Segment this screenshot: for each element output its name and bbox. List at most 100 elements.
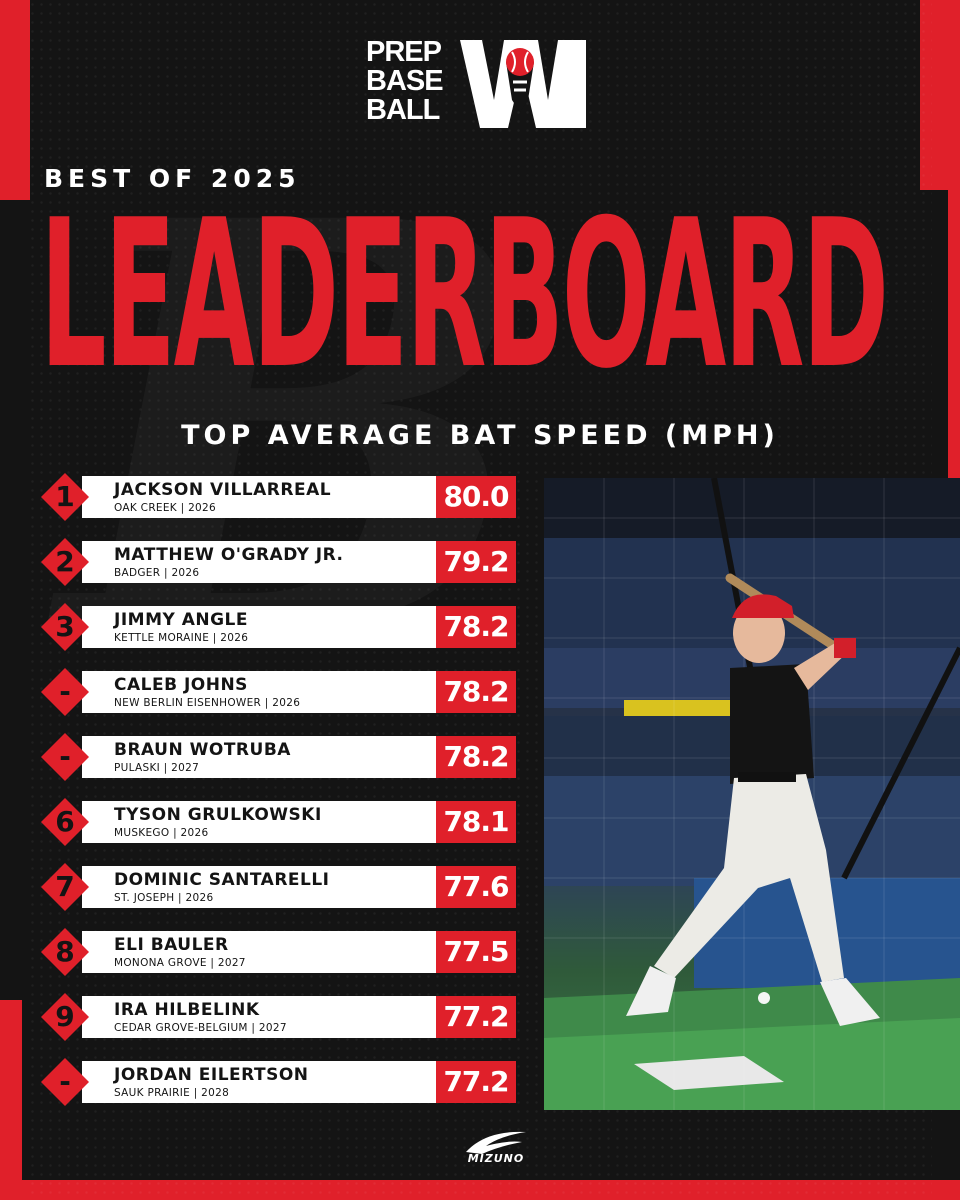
- rank-badge: -: [40, 732, 90, 782]
- player-card: CALEB JOHNS NEW BERLIN EISENHOWER | 2026: [82, 671, 472, 713]
- rank-badge: 2: [40, 537, 90, 587]
- speed-cell: 78.2: [436, 606, 516, 648]
- rank-badge: 8: [40, 927, 90, 977]
- player-card: MATTHEW O'GRADY JR. BADGER | 2026: [82, 541, 472, 583]
- rank-number: 2: [55, 545, 75, 578]
- player-name: BRAUN WOTRUBA: [114, 740, 291, 760]
- frame-bottom: [0, 1180, 960, 1200]
- rank-badge: 6: [40, 797, 90, 847]
- logo-wordmark: PREP BASE BALL: [366, 38, 456, 125]
- rank-badge: 9: [40, 992, 90, 1042]
- rank-number: 9: [55, 1000, 75, 1033]
- logo-line-prep: PREP: [366, 36, 442, 68]
- rank-number: 1: [55, 480, 75, 513]
- rank-badge: 1: [40, 472, 90, 522]
- frame-left-top: [0, 0, 30, 200]
- player-school-year: CEDAR GROVE-BELGIUM | 2027: [114, 1022, 287, 1034]
- diamond-icon: [41, 993, 89, 1041]
- player-card: DOMINIC SANTARELLI ST. JOSEPH | 2026: [82, 866, 472, 908]
- bat-speed-value: 77.2: [443, 1065, 509, 1098]
- player-school-year: BADGER | 2026: [114, 567, 200, 579]
- speed-cell: 77.2: [436, 1061, 516, 1103]
- diamond-icon: [41, 733, 89, 781]
- player-batting-photo: [544, 478, 960, 1110]
- mizuno-logo: MIZUNO: [456, 1128, 536, 1168]
- bat-speed-value: 78.2: [443, 610, 509, 643]
- subtitle: BEST OF 2025: [44, 164, 301, 193]
- diamond-icon: [41, 798, 89, 846]
- diamond-icon: [41, 928, 89, 976]
- player-card: JACKSON VILLARREAL OAK CREEK | 2026: [82, 476, 472, 518]
- bat-speed-value: 80.0: [443, 480, 509, 513]
- player-card: IRA HILBELINK CEDAR GROVE-BELGIUM | 2027: [82, 996, 472, 1038]
- rank-badge: -: [40, 667, 90, 717]
- leaderboard-row: DOMINIC SANTARELLI ST. JOSEPH | 2026 7 7…: [40, 862, 520, 912]
- player-school-year: PULASKI | 2027: [114, 762, 200, 774]
- player-name: JORDAN EILERTSON: [114, 1065, 309, 1085]
- player-card: JIMMY ANGLE KETTLE MORAINE | 2026: [82, 606, 472, 648]
- leaderboard-row: IRA HILBELINK CEDAR GROVE-BELGIUM | 2027…: [40, 992, 520, 1042]
- leaderboard-row: CALEB JOHNS NEW BERLIN EISENHOWER | 2026…: [40, 667, 520, 717]
- bat-speed-value: 78.1: [443, 805, 509, 838]
- player-school-year: MUSKEGO | 2026: [114, 827, 209, 839]
- speed-cell: 80.0: [436, 476, 516, 518]
- bat-speed-value: 79.2: [443, 545, 509, 578]
- player-name: CALEB JOHNS: [114, 675, 248, 695]
- diamond-icon: [41, 538, 89, 586]
- rank-number: 8: [55, 935, 75, 968]
- player-school-year: KETTLE MORAINE | 2026: [114, 632, 249, 644]
- leaderboard-row: MATTHEW O'GRADY JR. BADGER | 2026 2 79.2: [40, 537, 520, 587]
- player-school-year: NEW BERLIN EISENHOWER | 2026: [114, 697, 301, 709]
- diamond-icon: [41, 473, 89, 521]
- player-school-year: OAK CREEK | 2026: [114, 502, 217, 514]
- speed-cell: 78.2: [436, 671, 516, 713]
- diamond-icon: [41, 603, 89, 651]
- rank-badge: 3: [40, 602, 90, 652]
- logo-line-base: BASE: [366, 65, 444, 97]
- sponsor-name: MIZUNO: [467, 1152, 525, 1165]
- diamond-icon: [41, 668, 89, 716]
- player-school-year: MONONA GROVE | 2027: [114, 957, 246, 969]
- speed-cell: 77.5: [436, 931, 516, 973]
- frame-left-bottom: [0, 1000, 22, 1200]
- player-name: TYSON GRULKOWSKI: [114, 805, 322, 825]
- player-card: ELI BAULER MONONA GROVE | 2027: [82, 931, 472, 973]
- rank-number: -: [59, 1065, 71, 1098]
- page-title: LEADERBOARD: [40, 177, 889, 414]
- rank-number: -: [59, 740, 71, 773]
- logo-line-ball: BALL: [366, 94, 440, 126]
- player-name: ELI BAULER: [114, 935, 229, 955]
- rank-badge: 7: [40, 862, 90, 912]
- leaderboard-row: BRAUN WOTRUBA PULASKI | 2027 - 78.2: [40, 732, 520, 782]
- mizuno-runbird-icon: [466, 1131, 526, 1154]
- leaderboard-row: JIMMY ANGLE KETTLE MORAINE | 2026 3 78.2: [40, 602, 520, 652]
- leaderboard-row: JORDAN EILERTSON SAUK PRAIRIE | 2028 - 7…: [40, 1058, 520, 1106]
- speed-cell: 77.2: [436, 996, 516, 1038]
- rank-number: -: [59, 675, 71, 708]
- player-school-year: ST. JOSEPH | 2026: [114, 892, 214, 904]
- speed-cell: 78.2: [436, 736, 516, 778]
- rank-number: 3: [55, 610, 75, 643]
- bat-speed-value: 78.2: [443, 740, 509, 773]
- rank-number: 6: [55, 805, 75, 838]
- metric-heading: TOP AVERAGE BAT SPEED (MPH): [181, 420, 779, 451]
- speed-cell: 79.2: [436, 541, 516, 583]
- bat-speed-value: 77.5: [443, 935, 509, 968]
- diamond-icon: [41, 1058, 89, 1106]
- player-card: JORDAN EILERTSON SAUK PRAIRIE | 2028: [82, 1061, 472, 1103]
- diamond-icon: [41, 863, 89, 911]
- player-name: JIMMY ANGLE: [114, 610, 248, 630]
- prep-baseball-wi-logo: PREP BASE BALL: [366, 38, 596, 130]
- bat-speed-value: 78.2: [443, 675, 509, 708]
- rank-number: 7: [55, 870, 75, 903]
- player-card: BRAUN WOTRUBA PULASKI | 2027: [82, 736, 472, 778]
- leaderboard-row: JACKSON VILLARREAL OAK CREEK | 2026 1 80…: [40, 472, 520, 522]
- speed-cell: 77.6: [436, 866, 516, 908]
- player-school-year: SAUK PRAIRIE | 2028: [114, 1087, 230, 1099]
- player-name: DOMINIC SANTARELLI: [114, 870, 330, 890]
- batting-scene-illustration: [544, 478, 960, 1110]
- leaderboard-row: TYSON GRULKOWSKI MUSKEGO | 2026 6 78.1: [40, 797, 520, 847]
- player-name: IRA HILBELINK: [114, 1000, 260, 1020]
- wi-logo-mark: [460, 40, 586, 128]
- player-card: TYSON GRULKOWSKI MUSKEGO | 2026: [82, 801, 472, 843]
